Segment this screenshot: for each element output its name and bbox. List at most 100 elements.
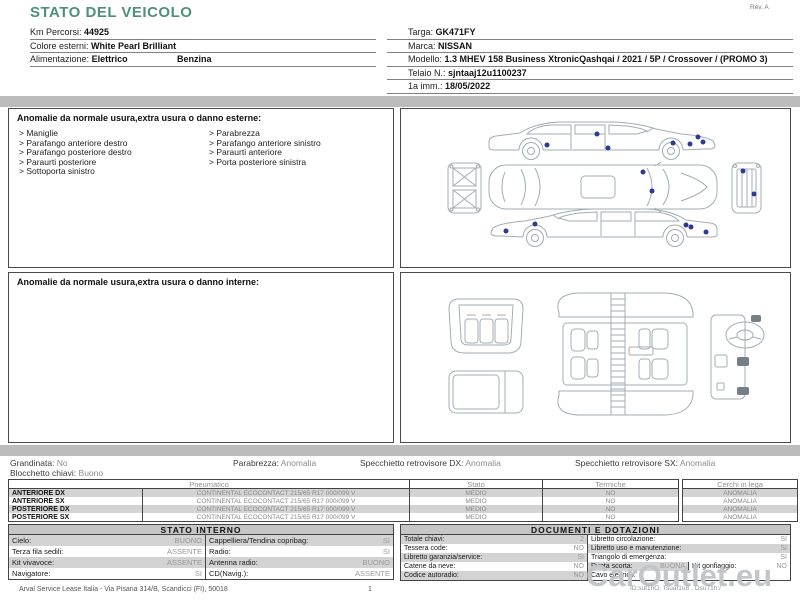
damage-marker — [687, 141, 693, 147]
vehicle-info-left: Km Percorsi: 44925 Colore esterni: White… — [30, 26, 376, 67]
tyre-table: Pneumatico Stato Termiche ANTERIORE DX C… — [8, 479, 679, 522]
tyre-description: CONTINENTAL ECOCONTACT 215/65 R17 000/09… — [142, 505, 409, 513]
damage-marker — [751, 191, 757, 197]
summary-parabrezza: Parabrezza: Anomalia — [233, 458, 316, 468]
summary-label: Grandinata: — [10, 458, 55, 468]
field-label: Marca: — [408, 40, 436, 51]
exterior-anomalies-panel: Anomalie da normale usura,extra usura o … — [8, 108, 394, 268]
table-row: Libretto garanzia/service: SI Triangolo … — [401, 553, 790, 562]
field-label: Modello: — [408, 54, 443, 64]
table-row: Codice autoradio: NO Cavo elettrico: — [401, 571, 790, 580]
field-colore-esterni: Colore esterni: White Pearl Brilliant — [30, 40, 376, 53]
table-row: Cielo: BUONO Cappelliera/Tendina copriba… — [9, 535, 393, 546]
damage-marker — [740, 168, 746, 174]
stato-interno-title: STATO INTERNO — [8, 524, 394, 535]
cerchi-value: ANOMALIA — [723, 505, 757, 513]
exterior-anomalies-col2: Parabrezza Parafango anteriore sinistro … — [209, 128, 320, 167]
row-value: NO — [573, 545, 585, 552]
field-modello: Modello: 1.3 MHEV 158 Business XtronicQa… — [387, 53, 793, 67]
table-row: Kit vivavoce: ASSENTE Antenna radio: BUO… — [9, 557, 393, 568]
summary-label: Parabrezza: — [233, 458, 279, 468]
documenti-section: DOCUMENTI E DOTAZIONI Totale chiavi: 2 L… — [400, 524, 791, 581]
summary-label: Blocchetto chiavi: — [10, 468, 77, 478]
tyre-termiche: NO — [542, 489, 678, 497]
tyre-row: POSTERIORE DX CONTINENTAL ECOCONTACT 215… — [9, 505, 678, 513]
damage-marker — [703, 229, 709, 235]
exterior-anomalies-col1: Maniglie Parafango anteriore destro Para… — [19, 128, 132, 177]
field-marca: Marca: NISSAN — [387, 40, 793, 53]
field-value: GK471FY — [435, 27, 476, 37]
interior-diagram-panel — [400, 272, 791, 443]
row-label: Triangolo di emergenza: — [591, 554, 667, 561]
summary-value: Anomalia — [679, 458, 716, 468]
row-label: Navigatore: — [12, 569, 51, 578]
field-value: 44925 — [84, 27, 110, 37]
cerchi-table-header: Cerchi in lega — [683, 480, 797, 489]
revision-label: Rev. A — [750, 4, 769, 11]
tyre-position: POSTERIORE SX — [12, 513, 70, 521]
vehicle-info-right: Targa: GK471FY Marca: NISSAN Modello: 1.… — [387, 26, 793, 94]
exterior-car-diagram — [447, 121, 762, 247]
stato-interno-section: STATO INTERNO Cielo: BUONO Cappelliera/T… — [8, 524, 394, 580]
summary-value: Anomalia — [280, 458, 317, 468]
interior-car-diagram — [448, 292, 765, 416]
field-value: Elettrico — [91, 54, 128, 64]
row-label: Cielo: — [12, 536, 32, 545]
row-value: 2 — [580, 536, 584, 543]
exterior-diagram-panel — [400, 108, 791, 268]
damage-marker — [640, 169, 646, 175]
field-value: NISSAN — [438, 40, 473, 51]
section-divider-bottom — [0, 445, 800, 456]
col-header-pneumatico: Pneumatico — [189, 480, 229, 488]
field-label: Km Percorsi: — [30, 27, 82, 37]
anomaly-item: Sottoporta sinistro — [19, 166, 132, 177]
table-row: Navigatore: SI CD(Navig.): ASSENTE — [9, 568, 393, 579]
damage-marker — [649, 188, 655, 194]
table-row: Catene da neve: NO Ruota scorta: BUONA K… — [401, 562, 790, 571]
section-divider-top — [0, 96, 800, 107]
row-value: BUONA — [660, 563, 685, 570]
exterior-anomalies-header: Anomalie da normale usura,extra usura o … — [17, 113, 262, 123]
field-value: 1.3 MHEV 158 Business XtronicQashqai / 2… — [444, 54, 768, 64]
anomaly-item: Parafango anteriore destro — [19, 138, 132, 149]
row-value: SI — [780, 554, 787, 561]
cerchi-value: ANOMALIA — [723, 497, 757, 505]
tyre-termiche: NO — [542, 505, 678, 513]
field-prima-immatricolazione: 1a imm.: 18/05/2022 — [387, 80, 793, 94]
field-km-percorsi: Km Percorsi: 44925 — [30, 26, 376, 40]
cerchi-row: ANOMALIA — [683, 489, 797, 497]
damage-marker — [695, 134, 701, 140]
anomaly-item: Parafango anteriore sinistro — [209, 138, 320, 149]
summary-value: Buono — [78, 468, 104, 478]
exterior-damage-markers — [401, 109, 790, 267]
tyre-stato: MEDIO — [409, 489, 542, 497]
anomaly-item: Maniglie — [19, 128, 132, 139]
damage-marker — [503, 228, 509, 234]
tyre-table-header: Pneumatico Stato Termiche — [9, 480, 678, 489]
field-value: White Pearl Brilliant — [91, 40, 177, 51]
tyre-description: CONTINENTAL ECOCONTACT 215/65 R17 000/09… — [142, 497, 409, 505]
tyre-stato: MEDIO — [409, 497, 542, 505]
summary-label: Specchietto retrovisore DX: — [360, 458, 464, 468]
field-label: Telaio N.: — [408, 67, 446, 78]
row-value: SI — [194, 569, 202, 578]
tyre-position: POSTERIORE DX — [12, 505, 70, 513]
tyre-stato: MEDIO — [409, 513, 542, 521]
row-label: Totale chiavi: — [404, 536, 445, 543]
tyre-stato: MEDIO — [409, 505, 542, 513]
summary-specchietto-sx: Specchietto retrovisore SX: Anomalia — [575, 458, 715, 468]
tyre-row: ANTERIORE DX CONTINENTAL ECOCONTACT 215/… — [9, 489, 678, 497]
summary-value: No — [56, 458, 68, 468]
cerchi-value: ANOMALIA — [723, 489, 757, 497]
tyre-position: ANTERIORE SX — [12, 497, 65, 505]
row-label: Codice autoradio: — [404, 572, 459, 579]
row-value: ASSENTE — [166, 547, 202, 556]
row-value: SI — [780, 536, 787, 543]
field-value-secondary: Benzina — [177, 54, 212, 64]
table-row: Terza fila sedili: ASSENTE Radio: SI — [9, 546, 393, 557]
field-alimentazione: Alimentazione: Elettrico Benzina — [30, 53, 376, 67]
tyre-row: ANTERIORE SX CONTINENTAL ECOCONTACT 215/… — [9, 497, 678, 505]
field-label: Colore esterni: — [30, 40, 89, 51]
documenti-title: DOCUMENTI E DOTAZIONI — [400, 524, 791, 535]
